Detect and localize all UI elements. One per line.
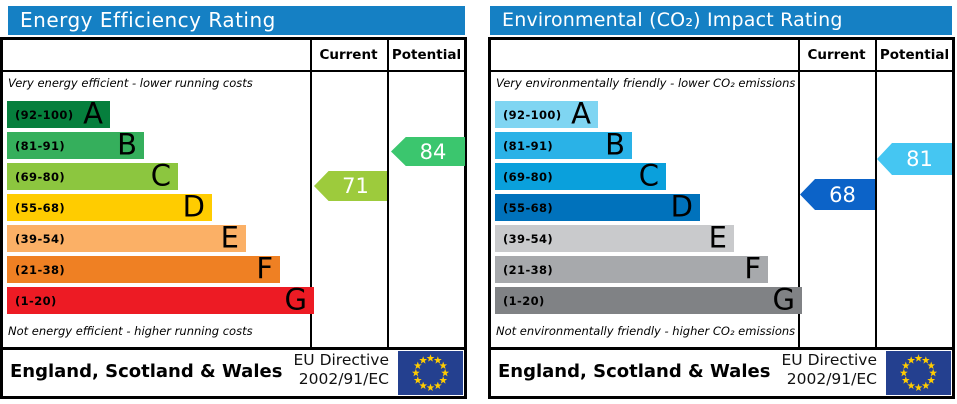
band-range-label: (69-80): [15, 169, 66, 184]
band-row-b: (81-91) B: [7, 126, 144, 161]
eu-directive-line2: 2002/91/EC: [786, 370, 877, 388]
band-range-label: (39-54): [503, 231, 554, 246]
band-range-label: (92-100): [15, 107, 74, 122]
band-range-label: (81-91): [503, 138, 554, 153]
environmental-impact-panel: Environmental (CO₂) Impact Rating Curren…: [488, 0, 955, 404]
band-row-f: (21-38) F: [7, 250, 280, 285]
column-divider: [310, 40, 312, 347]
eu-directive-label: EU Directive 2002/91/EC: [782, 351, 878, 389]
footer-divider: [491, 347, 952, 350]
top-caption: Very energy efficient - lower running co…: [8, 76, 253, 90]
band-row-a: (92-100) A: [495, 95, 598, 130]
column-divider: [387, 40, 389, 347]
column-header-potential: Potential: [391, 47, 462, 63]
band-row-d: (55-68) D: [495, 188, 700, 223]
band-range-label: (55-68): [15, 200, 66, 215]
band-row-g: (1-20) G: [495, 281, 802, 316]
eu-directive-line2: 2002/91/EC: [298, 370, 389, 388]
column-header-current: Current: [319, 47, 378, 63]
energy-efficiency-panel: Energy Efficiency Rating Current Potenti…: [0, 0, 467, 404]
rating-table-border: [0, 37, 467, 399]
band-range-label: (69-80): [503, 169, 554, 184]
band-letter: E: [220, 219, 239, 254]
band-row-c: (69-80) C: [495, 157, 666, 192]
band-row-b: (81-91) B: [495, 126, 632, 161]
band-letter: B: [117, 126, 137, 161]
current-rating-arrow: 71: [314, 171, 387, 201]
column-header-current: Current: [807, 47, 866, 63]
band-row-a: (92-100) A: [7, 95, 110, 130]
band-letter: B: [605, 126, 625, 161]
band-range-label: (21-38): [503, 262, 554, 277]
band-row-f: (21-38) F: [495, 250, 768, 285]
band-letter: D: [182, 188, 205, 223]
current-rating-arrow: 68: [800, 179, 875, 210]
potential-rating-value: 81: [906, 147, 933, 171]
current-rating-value: 68: [829, 182, 856, 207]
band-row-g: (1-20) G: [7, 281, 314, 316]
bottom-caption: Not environmentally friendly - higher CO…: [496, 324, 796, 338]
potential-rating-arrow: 84: [391, 137, 465, 166]
band-letter: A: [571, 95, 591, 130]
band-row-d: (55-68) D: [7, 188, 212, 223]
eu-flag-icon: [398, 351, 463, 395]
band-letter: A: [83, 95, 103, 130]
band-range-label: (21-38): [15, 262, 66, 277]
eu-directive-label: EU Directive 2002/91/EC: [294, 351, 390, 389]
band-range-label: (81-91): [15, 138, 66, 153]
band-letter: F: [256, 250, 273, 285]
column-divider: [798, 40, 800, 347]
band-letter: D: [670, 188, 693, 223]
region-label: England, Scotland & Wales: [10, 361, 283, 382]
band-range-label: (39-54): [15, 231, 66, 246]
panel-title: Environmental (CO₂) Impact Rating: [490, 6, 952, 35]
column-header-potential: Potential: [879, 47, 950, 63]
band-range-label: (1-20): [15, 293, 57, 308]
band-row-e: (39-54) E: [495, 219, 734, 254]
bottom-caption: Not energy efficient - higher running co…: [8, 324, 253, 338]
rating-table-border: [488, 37, 955, 399]
potential-rating-value: 84: [419, 139, 447, 164]
header-row-divider: [491, 70, 952, 72]
eu-directive-line1: EU Directive: [293, 351, 390, 369]
band-range-label: (1-20): [503, 293, 545, 308]
band-letter: G: [772, 281, 795, 316]
column-divider: [875, 40, 877, 347]
header-row-divider: [3, 70, 464, 72]
panel-title: Energy Efficiency Rating: [8, 6, 465, 35]
footer-divider: [3, 347, 464, 350]
band-letter: C: [638, 157, 659, 192]
eu-directive-line1: EU Directive: [781, 351, 878, 369]
band-row-e: (39-54) E: [7, 219, 246, 254]
eu-flag-icon: [886, 351, 951, 395]
band-letter: F: [744, 250, 761, 285]
region-label: England, Scotland & Wales: [498, 361, 771, 382]
potential-rating-arrow: 81: [877, 143, 952, 175]
band-letter: C: [150, 157, 171, 192]
top-caption: Very environmentally friendly - lower CO…: [496, 76, 796, 90]
band-row-c: (69-80) C: [7, 157, 178, 192]
band-range-label: (55-68): [503, 200, 554, 215]
band-range-label: (92-100): [503, 107, 562, 122]
current-rating-value: 71: [342, 174, 369, 198]
band-letter: E: [708, 219, 727, 254]
band-letter: G: [284, 281, 307, 316]
